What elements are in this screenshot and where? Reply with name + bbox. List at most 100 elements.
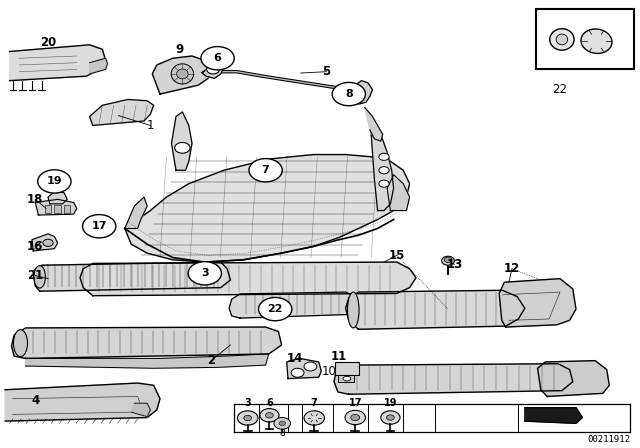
Polygon shape (80, 262, 416, 296)
Circle shape (274, 418, 291, 429)
Circle shape (351, 414, 360, 421)
Circle shape (244, 415, 252, 421)
Circle shape (379, 180, 389, 187)
Circle shape (387, 415, 394, 420)
Polygon shape (172, 112, 192, 170)
Ellipse shape (34, 266, 45, 288)
Text: 17: 17 (348, 398, 362, 408)
Circle shape (43, 239, 53, 246)
FancyBboxPatch shape (536, 9, 634, 69)
Ellipse shape (343, 376, 351, 381)
Text: 10: 10 (322, 365, 337, 379)
Circle shape (266, 413, 273, 418)
Text: 8: 8 (345, 89, 353, 99)
Polygon shape (287, 358, 321, 379)
Text: 00211912: 00211912 (588, 435, 630, 444)
Circle shape (304, 362, 317, 371)
Text: 6: 6 (214, 53, 221, 63)
Polygon shape (351, 81, 372, 104)
Polygon shape (499, 279, 576, 327)
Polygon shape (125, 155, 410, 262)
Text: 22: 22 (552, 83, 568, 96)
Circle shape (379, 153, 389, 160)
Ellipse shape (581, 29, 612, 53)
Text: 17: 17 (92, 221, 107, 231)
Circle shape (207, 65, 220, 74)
Bar (335, 362, 359, 375)
Polygon shape (32, 234, 58, 251)
Ellipse shape (348, 292, 359, 328)
Polygon shape (334, 364, 573, 394)
Polygon shape (48, 192, 67, 204)
Text: 3: 3 (244, 398, 251, 408)
Circle shape (260, 409, 279, 422)
Ellipse shape (556, 34, 568, 45)
Circle shape (379, 167, 389, 174)
Circle shape (38, 170, 71, 193)
Bar (54, 205, 61, 213)
Text: 12: 12 (504, 262, 520, 276)
Text: 7: 7 (311, 398, 317, 408)
Text: 8: 8 (280, 429, 285, 438)
Text: 1: 1 (147, 119, 154, 132)
Circle shape (444, 257, 452, 263)
Polygon shape (131, 403, 150, 417)
Polygon shape (202, 60, 224, 78)
Polygon shape (5, 383, 160, 421)
Circle shape (304, 411, 324, 425)
Bar (45, 205, 51, 213)
Circle shape (175, 142, 190, 153)
Polygon shape (525, 408, 582, 423)
Text: 4: 4 (31, 394, 39, 408)
Text: 21: 21 (27, 269, 44, 282)
Circle shape (249, 159, 282, 182)
Ellipse shape (13, 330, 28, 357)
Text: 19: 19 (383, 398, 397, 408)
Bar (64, 205, 70, 213)
Polygon shape (90, 99, 154, 125)
Polygon shape (346, 290, 525, 329)
Circle shape (332, 82, 365, 106)
Text: 16: 16 (27, 240, 44, 253)
Text: 13: 13 (446, 258, 463, 271)
Text: 20: 20 (40, 36, 56, 49)
Polygon shape (125, 197, 147, 228)
Polygon shape (10, 45, 106, 81)
Polygon shape (365, 108, 383, 141)
Circle shape (381, 411, 400, 424)
Polygon shape (90, 58, 108, 74)
Polygon shape (12, 327, 282, 358)
Circle shape (83, 215, 116, 238)
Text: 14: 14 (286, 352, 303, 365)
Circle shape (442, 256, 454, 265)
Text: 6: 6 (266, 398, 273, 408)
Polygon shape (35, 199, 77, 215)
Text: 7: 7 (262, 165, 269, 175)
Text: 19: 19 (47, 177, 62, 186)
Polygon shape (33, 262, 230, 291)
Text: 2: 2 (207, 354, 215, 367)
Polygon shape (371, 121, 394, 211)
Ellipse shape (172, 64, 193, 84)
Polygon shape (538, 361, 609, 396)
Circle shape (259, 297, 292, 321)
Text: 9: 9 (175, 43, 183, 56)
Circle shape (345, 410, 365, 425)
Text: 15: 15 (388, 249, 405, 262)
Circle shape (188, 262, 221, 285)
Text: 18: 18 (27, 193, 44, 206)
Ellipse shape (550, 29, 574, 50)
Polygon shape (152, 56, 211, 94)
Ellipse shape (177, 69, 188, 79)
Circle shape (279, 421, 285, 426)
Text: 22: 22 (268, 304, 283, 314)
Text: 5: 5 (323, 65, 330, 78)
Circle shape (201, 47, 234, 70)
Text: 11: 11 (331, 349, 348, 363)
Bar (338, 375, 354, 382)
Polygon shape (26, 354, 269, 368)
Circle shape (291, 368, 304, 377)
Polygon shape (229, 292, 358, 318)
Polygon shape (387, 175, 410, 211)
Circle shape (237, 411, 258, 425)
